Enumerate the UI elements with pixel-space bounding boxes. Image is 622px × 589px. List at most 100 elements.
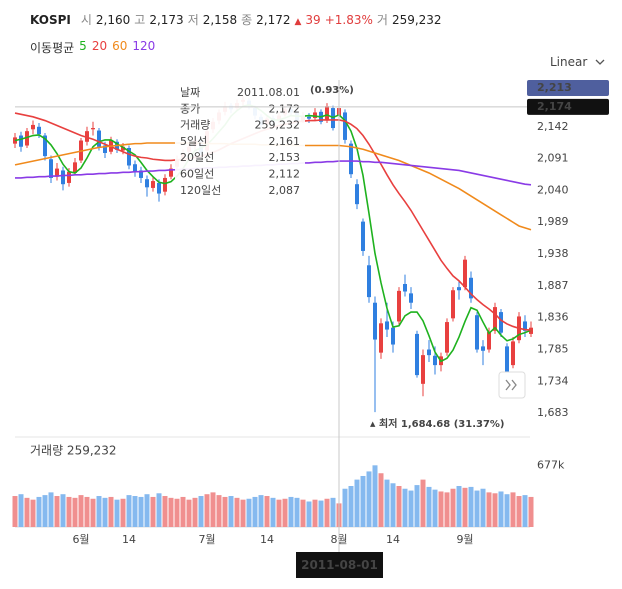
volume-bar [426, 486, 432, 527]
candle-body [355, 184, 359, 205]
y-tick-label: 2,091 [537, 152, 569, 165]
volume-bar [72, 497, 78, 527]
volume-bar [420, 479, 426, 527]
candle-body [373, 302, 377, 340]
volume-bar [54, 496, 60, 527]
volume-bar [318, 500, 324, 527]
candle-body [481, 346, 485, 351]
tooltip-label: 날짜 [180, 86, 200, 99]
candle-body [37, 126, 41, 135]
candle-body [91, 128, 95, 130]
candle-body [367, 265, 371, 298]
x-tick-label: 14 [260, 533, 274, 546]
candle-body [475, 315, 479, 350]
scroll-button[interactable] [498, 371, 526, 399]
volume-bar [384, 479, 390, 527]
field-label: 저 [187, 13, 199, 27]
volume-bar [330, 497, 336, 527]
volume-bar [222, 496, 228, 527]
candle-body [49, 159, 53, 178]
volume-bar [66, 496, 72, 527]
high-note: (0.93%) [310, 85, 354, 96]
volume-bar [48, 492, 54, 527]
volume-value: 259,232 [391, 13, 442, 27]
price-tag-label: 2,213 [537, 81, 572, 94]
candle-body [343, 112, 347, 140]
scroll-button-icon [505, 379, 517, 391]
candle-body [493, 307, 497, 331]
y-tick-label: 2,142 [537, 120, 569, 133]
field-value: 2,158 [202, 13, 238, 27]
volume-bar [102, 497, 108, 527]
volume-bar [42, 495, 48, 527]
volume-bar [522, 495, 528, 527]
low-arrow: ▲ [370, 420, 376, 428]
x-tick-label: 14 [386, 533, 400, 546]
volume-bar [528, 496, 534, 527]
candle-body [457, 287, 461, 291]
volume-bar [234, 497, 240, 527]
scale-label[interactable]: Linear [550, 55, 588, 69]
volume-bar [228, 496, 234, 527]
volume-bar [390, 483, 396, 527]
tooltip-label: 종가 [180, 102, 200, 115]
candle-body [307, 116, 311, 119]
tooltip-label: 120일선 [180, 183, 221, 197]
candle-body [361, 221, 365, 251]
tooltip-label: 거래량 [180, 119, 210, 132]
legend-entry: 20 [91, 39, 108, 53]
tooltip-value: 2,153 [269, 151, 301, 164]
volume-bar [378, 473, 384, 527]
x-tick-label: 6월 [72, 533, 89, 546]
candle-body [397, 290, 401, 322]
volume-bar [240, 499, 246, 527]
volume-bar [288, 496, 294, 527]
tooltip-label: 60일선 [180, 167, 214, 181]
candle-body [97, 130, 101, 147]
volume-bar [360, 475, 366, 527]
volume-bar [294, 497, 300, 527]
volume-bar [114, 499, 120, 527]
volume-bar [408, 490, 414, 527]
volume-bar [264, 496, 270, 527]
volume-bar [312, 499, 318, 527]
volume-bar [486, 492, 492, 527]
candle-body [415, 333, 419, 376]
candle-body [55, 168, 59, 177]
candle-body [121, 146, 125, 151]
tooltip-value: 2011.08.01 [237, 86, 300, 99]
scale-selector[interactable]: Linear [550, 55, 605, 69]
volume-bar [270, 497, 276, 527]
low-note: 최저 1,684.68 (31.37%) [379, 417, 505, 430]
volume-bar [150, 496, 156, 527]
candle-body [61, 170, 65, 185]
tooltip-value: 259,232 [255, 119, 301, 132]
volume-bar [456, 486, 462, 527]
candle-body [445, 322, 449, 353]
volume-bar [12, 496, 18, 527]
field-label: 시 [80, 13, 92, 27]
volume-bar [144, 494, 150, 527]
change-pct: +1.83% [324, 13, 373, 27]
volume-tick-label: 677k [537, 458, 565, 471]
volume-bar [498, 491, 504, 527]
candle-body [67, 171, 71, 183]
volume-bar [132, 496, 138, 527]
candle-body [523, 321, 527, 331]
date-tag-box [296, 552, 383, 578]
tooltip-value: 2,172 [269, 102, 301, 115]
tooltip-label: 5일선 [180, 134, 207, 148]
volume-bar [324, 498, 330, 527]
volume-bar [450, 488, 456, 527]
volume-bar [468, 486, 474, 527]
legend-entry: 120 [132, 39, 156, 53]
candle-body [73, 162, 77, 173]
candle-body [169, 168, 173, 177]
candle-body [103, 145, 107, 153]
volume-label: 거 [376, 13, 388, 27]
y-tick-label: 1,785 [537, 343, 569, 356]
y-tick-label: 1,938 [537, 247, 569, 260]
y-tick-label: 1,734 [537, 374, 569, 387]
candle-body [139, 170, 143, 178]
